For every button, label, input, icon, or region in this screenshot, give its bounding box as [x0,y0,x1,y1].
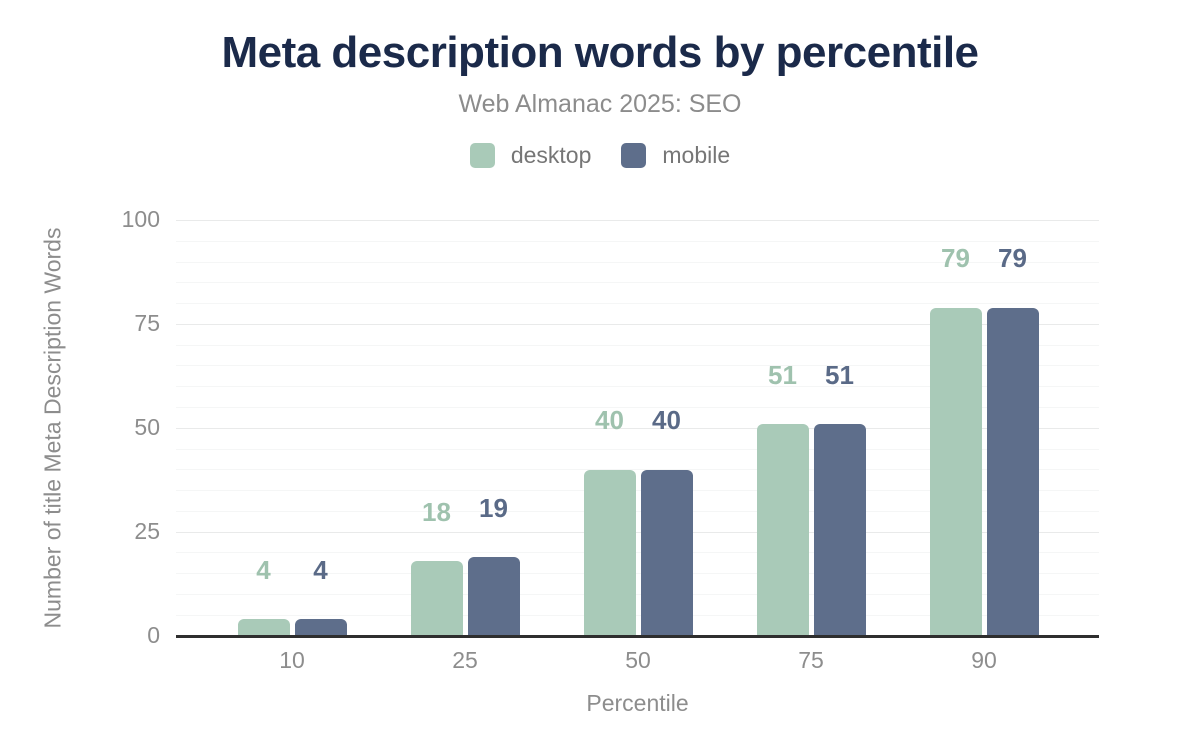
minor-gridline-55 [176,406,1099,408]
minor-gridline-5 [176,614,1099,616]
major-gridline-100 [176,220,1099,221]
bar-value-label-mobile-p25: 19 [479,492,508,523]
minor-gridline-85 [176,282,1099,284]
x-axis-line [176,635,1099,638]
minor-gridline-70 [176,344,1099,346]
bar-desktop-p25[interactable] [410,561,463,636]
bar-value-label-mobile-p90: 79 [998,243,1027,274]
plot-area [176,220,1099,636]
bar-desktop-p10[interactable] [237,619,290,636]
x-tick-label-90: 90 [971,647,997,673]
bar-value-label-desktop-p75: 51 [768,359,797,390]
chart-subtitle: Web Almanac 2025: SEO [458,90,742,118]
bar-value-label-mobile-p75: 51 [825,359,854,390]
minor-gridline-45 [176,448,1099,450]
bar-value-label-desktop-p25: 18 [422,496,451,527]
desktop-legend-swatch-icon [469,143,495,168]
minor-gridline-40 [176,469,1099,471]
bar-desktop-p50[interactable] [583,469,636,636]
bar-mobile-p75[interactable] [813,424,866,636]
x-tick-label-25: 25 [452,647,478,673]
y-tick-label-50: 50 [134,413,160,440]
bar-mobile-p50[interactable] [640,469,693,636]
y-tick-label-0: 0 [147,621,160,648]
minor-gridline-90 [176,261,1099,263]
x-axis-title: Percentile [586,690,689,716]
bar-mobile-p25[interactable] [467,557,520,636]
minor-gridline-35 [176,490,1099,492]
bar-value-label-mobile-p10: 4 [313,554,328,585]
x-tick-label-50: 50 [625,647,651,673]
minor-gridline-65 [176,365,1099,367]
bar-desktop-p75[interactable] [756,424,809,636]
minor-gridline-95 [176,240,1099,242]
y-tick-label-75: 75 [134,309,160,336]
minor-gridline-15 [176,573,1099,575]
legend-item-desktop[interactable]: desktop [469,142,592,169]
y-tick-label-25: 25 [134,517,160,544]
legend-label-mobile: mobile [662,142,731,168]
major-gridline-50 [176,427,1099,429]
minor-gridline-10 [176,593,1099,595]
bar-mobile-p10[interactable] [294,619,347,636]
bar-value-label-mobile-p50: 40 [652,405,681,436]
bar-value-label-desktop-p10: 4 [256,554,271,585]
major-gridline-25 [176,531,1099,533]
legend-label-desktop: desktop [510,142,592,168]
x-tick-label-75: 75 [798,647,824,673]
minor-gridline-30 [176,510,1099,512]
minor-gridline-80 [176,303,1099,305]
bar-mobile-p90[interactable] [986,307,1039,636]
mobile-legend-swatch-icon [621,143,647,168]
x-tick-label-10: 10 [279,647,305,673]
major-gridline-75 [176,323,1099,325]
minor-gridline-20 [176,552,1099,554]
bar-value-label-desktop-p50: 40 [595,405,624,436]
legend-item-mobile[interactable]: mobile [621,142,730,169]
bar-value-label-desktop-p90: 79 [941,243,970,274]
y-tick-label-100: 100 [121,206,160,232]
minor-gridline-60 [176,386,1099,388]
legend: desktop mobile [0,142,1200,169]
chart-title: Meta description words by percentile [221,28,979,77]
bar-desktop-p90[interactable] [929,307,982,636]
